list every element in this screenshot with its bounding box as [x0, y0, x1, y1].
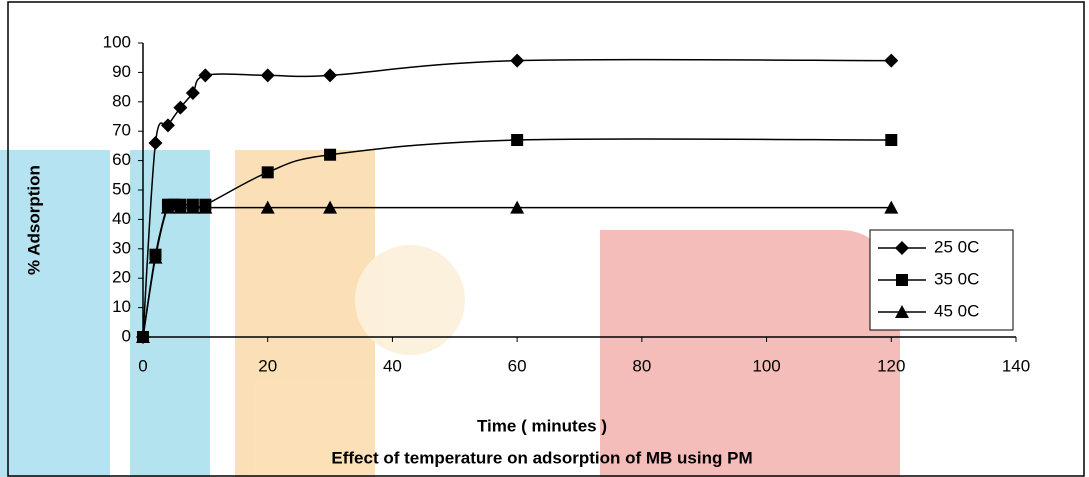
y-tick-label: 10 [112, 297, 131, 316]
marker [260, 68, 275, 83]
y-tick-label: 50 [112, 179, 131, 198]
marker [884, 200, 899, 214]
y-axis-label: % Adsorption [24, 165, 43, 275]
marker [185, 200, 200, 214]
watermark-shape [355, 245, 465, 355]
legend: 25 0C 35 0C 45 0C [869, 229, 1014, 331]
marker [510, 200, 525, 214]
y-tick-label: 70 [112, 121, 131, 140]
x-tick-label: 100 [752, 356, 780, 375]
x-tick-label: 20 [258, 356, 277, 375]
marker [260, 200, 275, 214]
legend-label: 25 0C [934, 237, 979, 256]
x-tick-label: 80 [632, 356, 651, 375]
marker [323, 68, 338, 83]
y-tick-label: 40 [112, 209, 131, 228]
y-tick-label: 30 [112, 238, 131, 257]
marker [884, 53, 899, 68]
watermark [0, 150, 900, 477]
chart-title: Effect of temperature on adsorption of M… [331, 448, 752, 467]
marker [160, 200, 175, 214]
x-tick-label: 120 [877, 356, 905, 375]
chart-border [7, 1, 1085, 477]
marker [185, 85, 200, 100]
y-tick-label: 20 [112, 268, 131, 287]
marker [510, 53, 525, 68]
marker [173, 200, 188, 214]
y-tick-label: 100 [103, 32, 131, 51]
marker [148, 135, 163, 150]
legend-label: 45 0C [934, 301, 979, 320]
x-axis-label: Time ( minutes ) [477, 416, 607, 435]
x-tick-label: 60 [508, 356, 527, 375]
marker [323, 200, 338, 214]
watermark-shape [235, 150, 375, 477]
y-tick-label: 80 [112, 91, 131, 110]
marker [261, 166, 274, 179]
x-tick-label: 0 [138, 356, 147, 375]
y-tick-label: 60 [112, 150, 131, 169]
marker [885, 134, 898, 147]
x-tick-label: 40 [383, 356, 402, 375]
marker [173, 100, 188, 115]
y-tick-label: 0 [122, 326, 131, 345]
marker [324, 148, 337, 161]
marker [160, 118, 175, 133]
legend-marker [895, 305, 909, 318]
marker [148, 250, 163, 264]
series-line [142, 203, 892, 338]
marker [511, 134, 524, 147]
legend-label: 35 0C [934, 269, 979, 288]
x-tick-label: 140 [1002, 356, 1030, 375]
marker [136, 330, 150, 343]
legend-marker [895, 241, 909, 255]
marker [198, 200, 213, 214]
watermark-shape [600, 230, 900, 477]
marker [198, 68, 213, 83]
legend-marker [896, 274, 908, 286]
y-tick-label: 90 [112, 62, 131, 81]
watermark-shape [0, 150, 110, 477]
